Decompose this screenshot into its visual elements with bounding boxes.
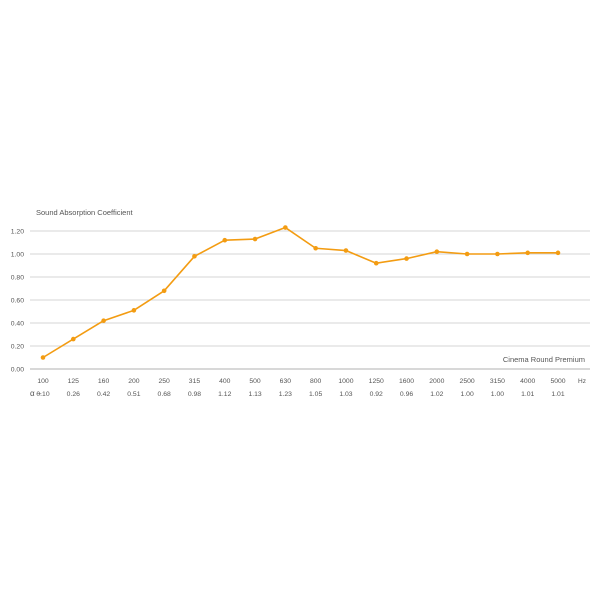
value-label: 0.42 [97, 391, 110, 398]
data-point [464, 251, 470, 257]
value-labels-row: 0.10 0.26 0.42 0.51 0.68 0.98 1.12 1.13 1.23 1.05… [36, 391, 564, 398]
value-label: 1.03 [339, 391, 352, 398]
value-label: 0.68 [158, 391, 171, 398]
data-point [222, 237, 228, 243]
y-tick-label: 0.60 [11, 298, 24, 305]
x-tick-label: 1250 [369, 378, 384, 385]
x-tick-labels: 100 125 160 200 250 315 400 500 630 800 1000 1250 16… [37, 378, 565, 385]
x-tick-label: 1600 [399, 378, 414, 385]
data-point [434, 249, 440, 254]
x-tick-label: 3150 [490, 378, 505, 385]
data-point [283, 225, 288, 230]
data-point [101, 318, 106, 324]
value-label: 1.13 [248, 391, 261, 398]
data-point [40, 355, 46, 360]
value-label: 1.02 [430, 391, 443, 398]
x-tick-label: 160 [98, 378, 110, 385]
data-point [404, 256, 409, 261]
data-point [192, 253, 197, 259]
x-tick-label: 250 [159, 378, 171, 385]
grid [30, 230, 590, 370]
data-point [161, 288, 167, 294]
data-point [525, 250, 531, 256]
series-line [42, 226, 558, 359]
x-unit-label: Hz [578, 378, 586, 385]
value-label: 1.00 [461, 391, 474, 398]
data-points [40, 225, 561, 360]
value-label: 0.98 [188, 391, 201, 398]
x-tick-label: 630 [280, 378, 292, 385]
chart-title: Sound Absorption Coefficient [36, 208, 134, 217]
x-tick-label: 200 [128, 378, 140, 385]
y-tick-label: 0.20 [11, 344, 24, 351]
value-label: 1.01 [521, 391, 534, 398]
y-tick-label: 0.40 [11, 321, 24, 328]
x-tick-label: 125 [68, 378, 80, 385]
data-point [495, 251, 500, 257]
series-line-path [42, 226, 558, 359]
x-tick-label: 2000 [429, 378, 444, 385]
data-point [131, 308, 137, 313]
y-tick-label: 1.00 [11, 252, 24, 259]
value-label: 0.51 [127, 391, 140, 398]
value-label: 0.26 [67, 391, 80, 398]
x-tick-label: 1000 [338, 378, 353, 385]
value-label: 1.00 [491, 391, 504, 398]
alpha-row-label: α – [30, 389, 42, 398]
x-tick-label: 5000 [550, 378, 565, 385]
y-tick-label: 1.20 [11, 229, 24, 236]
series-legend-label: Cinema Round Premium [503, 355, 585, 364]
value-label: 1.23 [279, 391, 292, 398]
x-tick-label: 4000 [520, 378, 535, 385]
y-tick-labels: 0.00 0.20 0.40 0.60 0.80 1.00 1.20 [11, 229, 24, 374]
data-point [70, 336, 76, 342]
value-label: 1.01 [551, 391, 564, 398]
data-point [313, 245, 318, 251]
data-point [373, 260, 379, 266]
value-label: 1.12 [218, 391, 231, 398]
value-label: 0.96 [400, 391, 413, 398]
x-tick-label: 100 [37, 378, 49, 385]
value-label: 0.92 [370, 391, 383, 398]
x-tick-label: 500 [249, 378, 261, 385]
x-tick-label: 315 [189, 378, 201, 385]
y-tick-label: 0.80 [11, 275, 24, 282]
x-tick-label: 800 [310, 378, 322, 385]
value-label: 0.10 [36, 391, 49, 398]
x-tick-label: 400 [219, 378, 231, 385]
x-tick-label: 2500 [460, 378, 475, 385]
y-tick-label: 0.00 [11, 367, 24, 374]
value-label: 1.05 [309, 391, 322, 398]
data-point [343, 248, 349, 253]
data-point [252, 236, 258, 242]
data-point [555, 250, 561, 256]
